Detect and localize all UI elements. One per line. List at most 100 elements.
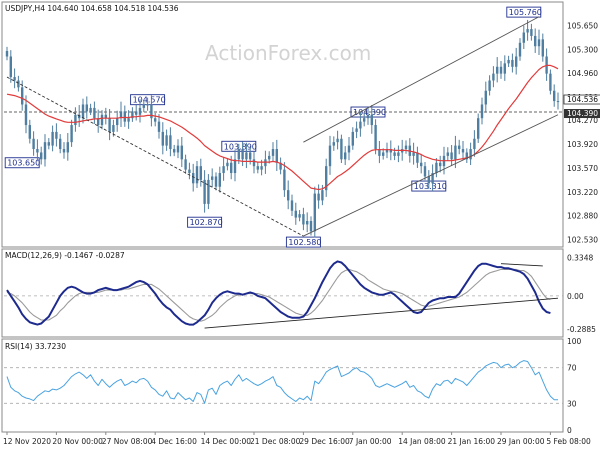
candle-body [138, 107, 142, 115]
candle-body [374, 125, 377, 150]
price-axis-tick: 105.650 [567, 22, 598, 31]
time-axis-tick: 14 Jan 08:00 [398, 437, 446, 446]
candle-body [188, 169, 191, 174]
macd-panel-frame [1, 248, 564, 338]
time-axis-tick: 7 Jan 00:00 [349, 437, 392, 446]
rsi-axis-tick: 100 [567, 337, 582, 346]
candle-body [484, 90, 487, 105]
time-axis-tick: 5 Feb 08:00 [546, 437, 591, 446]
callout-label: 103.310 [414, 182, 447, 191]
time-axis-tick: 12 Nov 2020 [3, 437, 51, 446]
candle-body [5, 51, 9, 57]
candle-body [93, 107, 96, 119]
macd-panel-title: MACD(12,26,9) -0.1467 -0.0287 [5, 251, 125, 260]
candle-body [534, 35, 537, 47]
macd-line [6, 260, 551, 326]
candle-body [404, 145, 408, 150]
time-axis-tick: 21 Dec 08:00 [250, 437, 301, 446]
callout-label: 103.890 [224, 142, 257, 151]
candle-body [17, 80, 20, 88]
candle-body [480, 104, 484, 119]
candle-body [378, 149, 381, 156]
candle-body [298, 214, 301, 218]
candle-body [283, 169, 286, 191]
candle-body [150, 104, 153, 119]
candle-body [237, 149, 240, 160]
macd-axis-tick: 0.3348 [567, 253, 593, 262]
candle-body [249, 152, 252, 160]
candle-body [420, 162, 423, 167]
candle-body [340, 138, 343, 160]
price-panel-frame [1, 1, 564, 248]
callout-label: 105.760 [509, 8, 542, 17]
candle-body [62, 149, 66, 153]
rsi-axis-tick: 0 [567, 426, 572, 435]
candle-body [264, 159, 267, 167]
candle-body [131, 111, 134, 119]
candle-body [556, 101, 560, 103]
candle-body [446, 152, 449, 156]
candle-body [161, 131, 164, 146]
candle-body [70, 125, 73, 143]
macd-signal-line [6, 268, 551, 322]
channel-lower-line [303, 114, 559, 237]
price-axis-tick: 103.220 [567, 188, 598, 197]
candle-body [302, 214, 305, 225]
candle-body [195, 166, 199, 184]
time-axis-tick: 29 Jan 00:00 [497, 437, 545, 446]
candle-body [66, 142, 69, 153]
time-axis-tick: 21 Jan 16:00 [448, 437, 496, 446]
candle-body [385, 149, 389, 153]
candle-body [431, 173, 434, 184]
candle-body [123, 111, 126, 122]
candle-body [423, 166, 427, 177]
callout-box [4, 157, 40, 169]
candle-body [515, 56, 518, 67]
callout-box [285, 236, 321, 248]
candle-body [499, 66, 503, 74]
rsi-panel-title: RSI(14) 33.7230 [5, 342, 66, 351]
candle-body [366, 114, 370, 119]
candle-body [104, 114, 107, 119]
candle-body [28, 125, 31, 139]
candle-body [473, 138, 476, 150]
candle-body [458, 145, 461, 150]
candle-body [260, 166, 263, 170]
candle-body [36, 149, 39, 153]
candle-body [355, 128, 358, 132]
candle-body [412, 152, 415, 156]
candle-body [511, 59, 514, 67]
candle-body [522, 32, 525, 43]
candle-body [74, 114, 77, 126]
last-price-label: 104.536 [567, 95, 598, 104]
callout-label: 104.390 [353, 108, 386, 117]
callout-label: 104.570 [133, 96, 166, 105]
candle-body [454, 145, 457, 160]
candle-body [287, 190, 290, 201]
candle-body [530, 29, 533, 36]
candle-body [241, 149, 244, 160]
candle-body [290, 200, 294, 211]
candle-body [100, 114, 104, 126]
time-axis-tick: 27 Nov 08:00 [102, 437, 153, 446]
candle-body [435, 162, 438, 174]
candle-body [537, 39, 541, 47]
candle-body [359, 121, 362, 129]
price-candles [5, 19, 560, 238]
descending-trendline [6, 76, 304, 237]
candle-body [351, 131, 354, 146]
candle-body [157, 121, 161, 132]
candle-body [211, 176, 214, 180]
candle-body [553, 90, 556, 102]
candle-body [363, 118, 366, 122]
candle-body [173, 149, 176, 153]
candle-body [184, 159, 187, 170]
candle-body [146, 104, 149, 106]
watermark-text: ActionForex.com [205, 41, 371, 65]
time-axis-tick: 4 Dec 16:00 [151, 437, 197, 446]
candle-body [321, 190, 324, 201]
candle-body [55, 131, 58, 139]
candle-body [279, 162, 282, 170]
candle-body [226, 162, 229, 167]
